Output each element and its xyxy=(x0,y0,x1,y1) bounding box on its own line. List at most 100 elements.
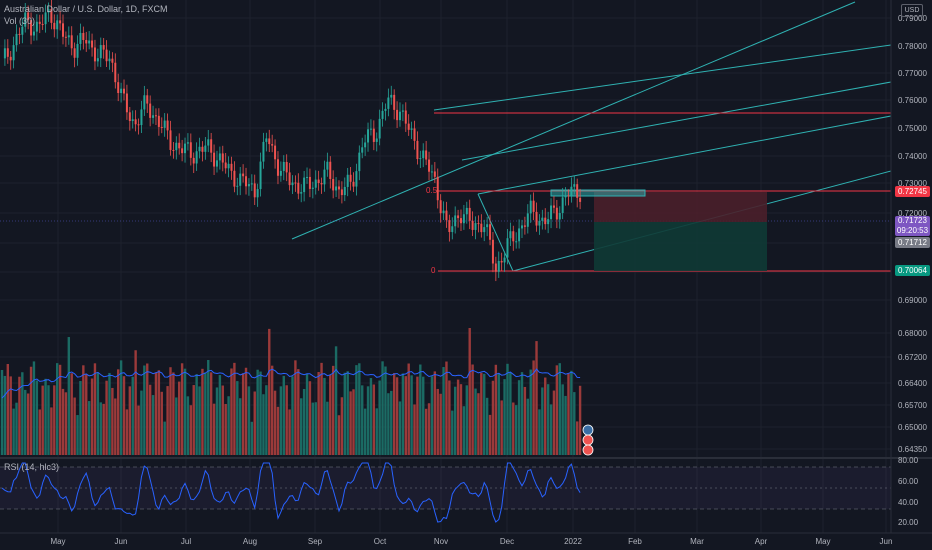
volume-bar xyxy=(128,386,132,455)
volume-bar xyxy=(50,407,53,455)
candle-body xyxy=(59,20,62,24)
volume-bar xyxy=(520,372,524,455)
volume-bar xyxy=(183,368,187,455)
volume-bar xyxy=(9,376,12,455)
price-axis-label: 0.65000 xyxy=(898,423,927,432)
candle-body xyxy=(163,120,166,128)
flag-us2-icon[interactable] xyxy=(582,444,594,456)
short-position-tool[interactable] xyxy=(594,192,767,271)
candle-body xyxy=(3,48,6,59)
target-zone[interactable] xyxy=(594,222,767,271)
candle-body xyxy=(579,197,582,202)
candle-body xyxy=(500,260,503,263)
fib-low-label: 0 xyxy=(431,266,436,275)
candle-body xyxy=(207,139,210,146)
volume-bar xyxy=(93,363,97,455)
candle-body xyxy=(491,239,494,264)
price-axis-label: 0.69000 xyxy=(898,296,927,305)
candle-body xyxy=(465,207,468,215)
candle-body xyxy=(445,210,448,221)
candle-body xyxy=(186,142,189,144)
volume-bar xyxy=(154,372,158,455)
rsi-indicator-label[interactable]: RSI (14, hlc3) xyxy=(4,462,60,472)
candle-body xyxy=(47,8,50,13)
candle-body xyxy=(245,176,248,187)
candle-body xyxy=(230,163,233,171)
candle-body xyxy=(436,176,439,201)
pitchfork-drawing[interactable] xyxy=(291,1,892,272)
volume-bar xyxy=(12,408,15,455)
volume-bar xyxy=(79,381,82,455)
candle-body xyxy=(198,146,201,152)
candle-body xyxy=(451,226,454,233)
symbol-title[interactable]: Australian Dollar / U.S. Dollar, 1D, FXC… xyxy=(4,4,168,14)
candle-body xyxy=(21,26,24,35)
candle-body xyxy=(384,108,387,111)
volume-bar xyxy=(140,390,143,455)
time-axis[interactable]: May Jun Jul Aug Sep Oct Nov Dec 2022 Feb Mar Apr May… xyxy=(50,537,892,546)
fib-retracement[interactable]: 0.5 0 xyxy=(426,112,891,275)
volume-bar xyxy=(99,402,102,455)
pitchfork-median-line[interactable] xyxy=(291,1,856,240)
candle-body xyxy=(454,215,457,227)
volume-bar xyxy=(401,373,405,455)
candle-body xyxy=(538,220,541,226)
candle-body xyxy=(265,138,268,142)
volume-bar xyxy=(105,380,108,455)
pitchfork-inner-line[interactable] xyxy=(477,115,892,195)
pitchfork-mid-line[interactable] xyxy=(461,81,892,161)
volume-bar xyxy=(32,361,36,455)
volume-bar xyxy=(180,363,184,455)
candles xyxy=(3,0,582,282)
volume-bar xyxy=(166,386,169,455)
candle-body xyxy=(372,128,375,142)
volume-bar xyxy=(465,385,468,455)
candle-body xyxy=(160,126,163,128)
candle-body xyxy=(24,12,27,27)
candle-body xyxy=(285,161,288,173)
volume-indicator-label[interactable]: Vol (30) xyxy=(4,16,36,26)
volume-bar xyxy=(26,393,30,455)
highlight-box[interactable] xyxy=(550,189,646,197)
candle-body xyxy=(297,182,300,194)
volume-bar xyxy=(474,388,477,455)
volume-bar xyxy=(87,401,91,455)
volume-bar xyxy=(236,381,239,455)
candle-body xyxy=(192,157,195,164)
rsi-axis[interactable]: 80.00 60.00 40.00 20.00 xyxy=(898,456,919,527)
volume-bar xyxy=(334,346,338,455)
event-flags[interactable] xyxy=(582,424,594,456)
candle-body xyxy=(407,123,410,130)
volume-bar xyxy=(6,363,10,455)
price-tag-last: 0.71712 xyxy=(895,237,930,248)
candle-body xyxy=(201,146,204,152)
currency-button[interactable]: USD xyxy=(901,4,923,17)
volume-bar xyxy=(114,398,117,455)
volume-bar xyxy=(189,405,193,455)
stop-zone[interactable] xyxy=(594,192,767,222)
candle-body xyxy=(396,109,399,121)
candle-body xyxy=(154,115,157,117)
flag-us-icon[interactable] xyxy=(582,424,594,436)
volume-bar xyxy=(526,398,530,455)
volume-bar xyxy=(82,365,85,455)
candle-body xyxy=(12,45,15,61)
volume-bar xyxy=(413,404,416,455)
candle-body xyxy=(346,174,349,187)
volume-bar xyxy=(384,366,387,455)
fib-mid-label: 0.5 xyxy=(426,186,438,195)
candle-body xyxy=(172,149,175,151)
candle-body xyxy=(329,161,332,179)
candle-body xyxy=(38,21,41,24)
pitchfork-upper-line[interactable] xyxy=(433,44,892,111)
candle-body xyxy=(32,31,35,36)
volume-bar xyxy=(204,372,207,455)
candle-body xyxy=(76,43,79,58)
volume-bar xyxy=(227,396,230,455)
flag-au-icon[interactable] xyxy=(582,434,594,446)
volume-bar xyxy=(259,371,262,455)
candle-body xyxy=(134,119,137,125)
candle-body xyxy=(204,145,207,152)
candle-body xyxy=(274,145,277,160)
